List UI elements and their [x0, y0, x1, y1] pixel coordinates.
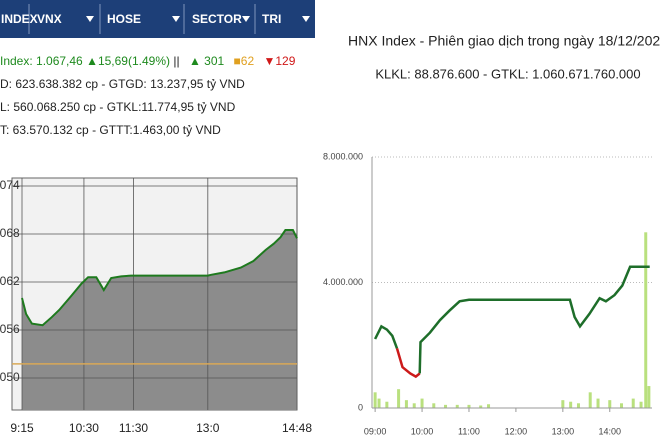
volume-bar — [432, 403, 436, 408]
volume-bar — [487, 404, 491, 408]
volume-bar — [467, 404, 471, 408]
volume-bar — [377, 398, 381, 408]
index-line — [21, 229, 298, 327]
volume-bar — [397, 389, 401, 408]
index-line — [373, 265, 650, 374]
volume-bar — [444, 404, 448, 408]
tab[interactable]: TRI — [262, 12, 281, 26]
advancers: ▲ 301 — [189, 54, 225, 68]
x-tick-label: 13:0 — [196, 421, 220, 435]
volume-bar — [576, 403, 580, 408]
dropdown-arrows — [86, 16, 310, 22]
volume-bar — [479, 405, 483, 408]
volume-bar — [588, 392, 592, 408]
volume-bar — [404, 400, 408, 408]
separator: || — [173, 54, 179, 68]
x-tick-label: 13:00 — [552, 426, 575, 436]
tab[interactable]: VNX — [37, 12, 62, 26]
y-tick-label: 1050 — [0, 370, 20, 384]
chart-title: HNX Index - Phiên giao dịch trong ngày 1… — [348, 33, 660, 49]
volume-bar — [420, 398, 424, 408]
volume-bar — [631, 398, 635, 408]
index-value: Index: 1.067,46 — [0, 54, 83, 68]
unchanged: ■62 — [234, 54, 255, 68]
y-tick-label: 1056 — [0, 322, 20, 336]
x-tick-label: 14:00 — [598, 426, 621, 436]
index-summary: Index: 1.067,46 ▲15,69(1.49%) || ▲ 301 ■… — [0, 54, 296, 68]
index-change: ▲15,69(1.49%) — [86, 54, 170, 68]
chart-subtitle: KLKL: 88.876.600 - GTKL: 1.060.671.760.0… — [375, 66, 640, 81]
volume-bar — [647, 386, 651, 408]
y-tick-label: 1062 — [0, 274, 20, 288]
x-tick-label: 12:00 — [505, 426, 528, 436]
tab-bar — [0, 0, 315, 38]
area-fill — [22, 230, 297, 410]
volume-bar — [412, 403, 416, 408]
info-line: L: 560.068.250 cp - GTKL:11.774,95 tỷ VN… — [0, 100, 236, 114]
tab-decor — [28, 4, 256, 34]
info-line: T: 63.570.132 cp - GTTT:1.463,00 tỷ VND — [0, 123, 221, 137]
y-tick-label: 0 — [358, 402, 363, 412]
volume-bar — [619, 403, 623, 408]
index-line — [395, 348, 421, 379]
volume-bar — [373, 392, 377, 408]
volume-bar — [561, 400, 565, 408]
x-tick-label: 11:00 — [458, 426, 480, 436]
y-tick-label: 4.000.000 — [323, 277, 363, 287]
volume-bar — [608, 400, 612, 408]
tab[interactable]: HOSE — [107, 12, 141, 26]
x-tick-label: 10:30 — [69, 421, 99, 435]
volume-bar — [385, 401, 389, 408]
info-line: D: 623.638.382 cp - GTGD: 13.237,95 tỷ V… — [0, 77, 245, 91]
volume-bar — [644, 232, 648, 408]
decliners: ▼129 — [263, 54, 295, 68]
x-tick-label: 10:00 — [411, 426, 434, 436]
y-tick-label: 1074 — [0, 178, 20, 192]
tab[interactable]: SECTOR — [192, 12, 242, 26]
tab[interactable]: INDEX — [1, 12, 38, 26]
volume-bar — [455, 404, 459, 408]
volume-bar — [569, 401, 573, 408]
x-tick-label: 11:30 — [119, 421, 148, 435]
y-tick-label: 1068 — [0, 226, 20, 240]
x-tick-label: 09:00 — [364, 426, 387, 436]
volume-bar — [596, 398, 600, 408]
volume-bar — [639, 401, 643, 408]
x-tick-label: 14:48 — [282, 421, 312, 435]
x-tick-label: 9:15 — [10, 421, 34, 435]
y-tick-label: 8.000.000 — [323, 151, 363, 161]
